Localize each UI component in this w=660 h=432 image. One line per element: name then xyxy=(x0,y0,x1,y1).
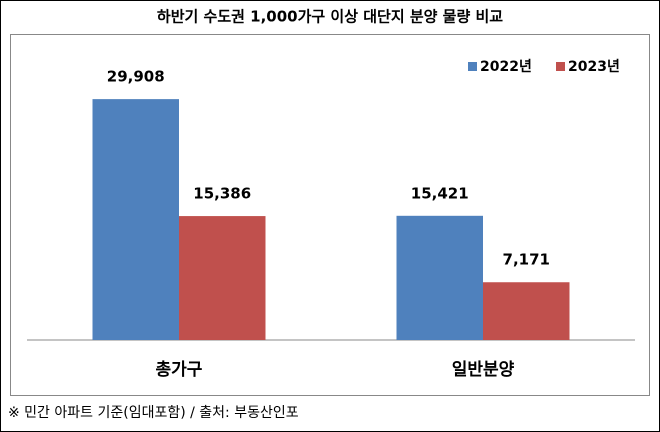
x-tick-label: 총가구 xyxy=(156,360,203,380)
value-label: 15,421 xyxy=(411,184,469,202)
legend-swatch xyxy=(468,62,477,71)
bar xyxy=(179,216,266,340)
footnote: ※ 민간 아파트 기준(임대포함) / 출처: 부동산인포 xyxy=(8,405,299,421)
legend-label: 2023년 xyxy=(568,59,620,75)
bar xyxy=(92,99,179,340)
legend-label: 2022년 xyxy=(480,59,532,75)
legend-swatch xyxy=(556,62,565,71)
value-label: 29,908 xyxy=(107,68,165,86)
bar xyxy=(396,215,483,340)
x-tick-label: 일반분양 xyxy=(452,360,515,380)
value-label: 7,171 xyxy=(503,251,550,269)
bar xyxy=(483,282,570,340)
value-label: 15,386 xyxy=(193,185,251,203)
chart-title: 하반기 수도권 1,000가구 이상 대단지 분양 물량 비교 xyxy=(157,8,503,26)
